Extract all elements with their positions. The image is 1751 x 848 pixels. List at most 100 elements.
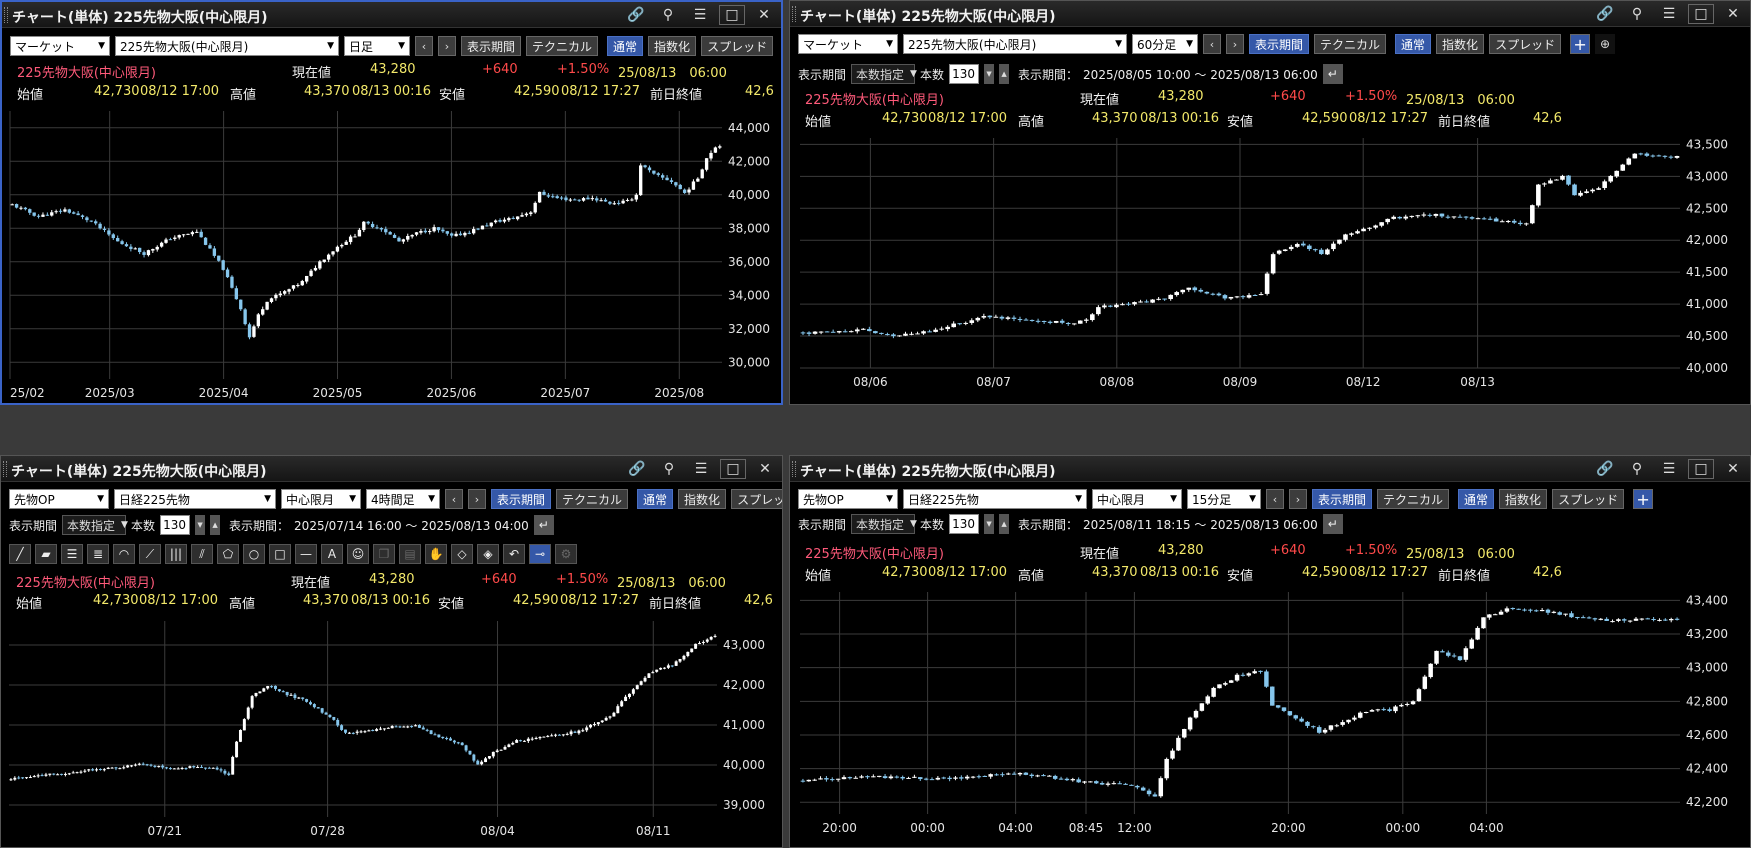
- candlestick-chart[interactable]: 43,500 43,000 42,500 42,000 41,500 41,000 40,5…: [790, 132, 1750, 404]
- technical-button[interactable]: テクニカル: [1314, 34, 1387, 54]
- chart-panel-60min[interactable]: チャート(単体) 225先物大阪(中心限月) 🔗 ⚲ ☰ □ ✕ マーケット ▼ …: [789, 0, 1751, 405]
- text-tool-icon[interactable]: A: [321, 544, 343, 564]
- hbar-tool-icon[interactable]: —: [295, 544, 317, 564]
- grip-icon[interactable]: [3, 461, 7, 477]
- titlebar[interactable]: チャート(単体) 225先物大阪(中心限月) 🔗 ⚲ ☰ □ ✕: [790, 1, 1750, 27]
- paste-tool-icon[interactable]: ▤: [399, 544, 421, 564]
- range-mode-select[interactable]: 本数指定 ▼: [851, 64, 917, 84]
- grip-icon[interactable]: [792, 461, 796, 477]
- prev-icon[interactable]: ‹: [1203, 34, 1221, 54]
- next-icon[interactable]: ›: [1289, 489, 1307, 509]
- add-icon[interactable]: +: [1570, 34, 1591, 54]
- titlebar[interactable]: チャート(単体) 225先物大阪(中心限月) 🔗 ⚲ ☰ □ ✕: [1, 456, 782, 482]
- menu-icon[interactable]: ☰: [694, 461, 708, 477]
- grip-icon[interactable]: [4, 7, 8, 23]
- market-select[interactable]: 先物OP ▼: [9, 489, 109, 509]
- fan-tool-icon[interactable]: ⟋: [139, 544, 161, 564]
- link-icon[interactable]: 🔗: [1596, 461, 1614, 477]
- index-button[interactable]: 指数化: [648, 36, 697, 56]
- maximize-icon[interactable]: □: [1688, 4, 1714, 24]
- arc-tool-icon[interactable]: ◠: [113, 544, 135, 564]
- technical-button[interactable]: テクニカル: [1377, 489, 1450, 509]
- interval-select[interactable]: 4時間足 ▼: [366, 489, 440, 509]
- erase-all-tool-icon[interactable]: ◈: [477, 544, 499, 564]
- period-button[interactable]: 表示期間: [461, 36, 522, 56]
- market-select[interactable]: 先物OP ▼: [798, 489, 898, 509]
- magnet-tool-icon[interactable]: ⊸: [529, 544, 551, 564]
- search-icon[interactable]: ⚲: [663, 461, 675, 477]
- symbol-select[interactable]: 225先物大阪(中心限月) ▼: [115, 36, 339, 56]
- spin-up-icon[interactable]: ▲: [999, 514, 1010, 534]
- menu-icon[interactable]: ☰: [1662, 461, 1676, 477]
- channel-tool-icon[interactable]: ≣: [87, 544, 109, 564]
- index-button[interactable]: 指数化: [1499, 489, 1548, 509]
- candlestick-chart[interactable]: 43,000 42,000 41,000 40,000 39,000 07/21 07/28…: [1, 615, 782, 847]
- pentagon-tool-icon[interactable]: ⬠: [217, 544, 239, 564]
- symbol-select[interactable]: 日経225先物 ▼: [114, 489, 276, 509]
- fib-tool-icon[interactable]: |||: [165, 544, 187, 564]
- normal-button[interactable]: 通常: [607, 36, 644, 56]
- menu-icon[interactable]: ☰: [1662, 6, 1676, 22]
- chart-panel-daily[interactable]: チャート(単体) 225先物大阪(中心限月) 🔗 ⚲ ☰ □ ✕ マーケット ▼ …: [0, 0, 783, 405]
- candlestick-chart[interactable]: 44,000 42,000 40,000 38,000 36,000 34,000 32,0…: [2, 105, 781, 403]
- line-tool-icon[interactable]: ╱: [9, 544, 31, 564]
- reset-icon[interactable]: ↵: [1322, 64, 1343, 84]
- range-mode-select[interactable]: 本数指定 ▼: [62, 515, 128, 535]
- close-icon[interactable]: ✕: [1727, 461, 1739, 477]
- grip-icon[interactable]: [792, 6, 796, 22]
- settings-tool-icon[interactable]: ⚙: [555, 544, 577, 564]
- menu-icon[interactable]: ☰: [693, 7, 707, 23]
- close-icon[interactable]: ✕: [1727, 6, 1739, 22]
- link-icon[interactable]: 🔗: [628, 461, 646, 477]
- link-icon[interactable]: 🔗: [1596, 6, 1614, 22]
- titlebar[interactable]: チャート(単体) 225先物大阪(中心限月) 🔗 ⚲ ☰ □ ✕: [790, 456, 1750, 482]
- titlebar[interactable]: チャート(単体) 225先物大阪(中心限月) 🔗 ⚲ ☰ □ ✕: [2, 2, 781, 28]
- circle-tool-icon[interactable]: ○: [243, 544, 265, 564]
- add-icon[interactable]: +: [782, 36, 783, 56]
- index-button[interactable]: 指数化: [1436, 34, 1485, 54]
- technical-button[interactable]: テクニカル: [556, 489, 629, 509]
- normal-button[interactable]: 通常: [637, 489, 674, 509]
- spread-button[interactable]: スプレッド: [1489, 34, 1562, 54]
- maximize-icon[interactable]: □: [1688, 459, 1714, 479]
- chart-panel-15min[interactable]: チャート(単体) 225先物大阪(中心限月) 🔗 ⚲ ☰ □ ✕ 先物OP ▼ 日…: [789, 455, 1751, 848]
- bars-input[interactable]: 130: [160, 515, 191, 535]
- spin-down-icon[interactable]: ▼: [195, 515, 206, 535]
- next-icon[interactable]: ›: [438, 36, 456, 56]
- maximize-icon[interactable]: □: [720, 459, 746, 479]
- interval-select[interactable]: 日足 ▼: [344, 36, 410, 56]
- index-button[interactable]: 指数化: [678, 489, 727, 509]
- maximize-icon[interactable]: □: [719, 5, 745, 25]
- prev-icon[interactable]: ‹: [1266, 489, 1284, 509]
- interval-select[interactable]: 60分足 ▼: [1132, 34, 1198, 54]
- spread-button[interactable]: スプレッド: [701, 36, 774, 56]
- normal-button[interactable]: 通常: [1458, 489, 1495, 509]
- next-icon[interactable]: ›: [1226, 34, 1244, 54]
- period-button[interactable]: 表示期間: [491, 489, 552, 509]
- copy-tool-icon[interactable]: ❐: [373, 544, 395, 564]
- reset-icon[interactable]: ↵: [533, 515, 554, 535]
- spread-button[interactable]: スプレッド: [731, 489, 782, 509]
- hand-tool-icon[interactable]: ✋: [425, 544, 447, 564]
- erase-tool-icon[interactable]: ◇: [451, 544, 473, 564]
- spread-button[interactable]: スプレッド: [1552, 489, 1625, 509]
- symbol-select[interactable]: 225先物大阪(中心限月) ▼: [903, 34, 1127, 54]
- link-icon[interactable]: 🔗: [627, 7, 645, 23]
- search-icon[interactable]: ⚲: [1631, 461, 1643, 477]
- reset-icon[interactable]: ↵: [1322, 514, 1343, 534]
- ray-tool-icon[interactable]: ▰: [35, 544, 57, 564]
- candlestick-chart[interactable]: 43,400 43,200 43,000 42,800 42,600 42,400 42,2…: [790, 586, 1750, 847]
- hline-tool-icon[interactable]: ☰: [61, 544, 83, 564]
- icon-tool-icon[interactable]: ☺: [347, 544, 369, 564]
- rect-tool-icon[interactable]: □: [269, 544, 291, 564]
- spin-down-icon[interactable]: ▼: [984, 64, 995, 84]
- bars-input[interactable]: 130: [949, 514, 980, 534]
- undo-tool-icon[interactable]: ↶: [503, 544, 525, 564]
- range-mode-select[interactable]: 本数指定 ▼: [851, 514, 917, 534]
- search-icon[interactable]: ⚲: [1631, 6, 1643, 22]
- contract-select[interactable]: 中心限月 ▼: [1092, 489, 1182, 509]
- spin-down-icon[interactable]: ▼: [984, 514, 995, 534]
- chart-panel-4h[interactable]: チャート(単体) 225先物大阪(中心限月) 🔗 ⚲ ☰ □ ✕ 先物OP ▼ 日…: [0, 455, 783, 848]
- period-button[interactable]: 表示期間: [1312, 489, 1373, 509]
- next-icon[interactable]: ›: [468, 489, 486, 509]
